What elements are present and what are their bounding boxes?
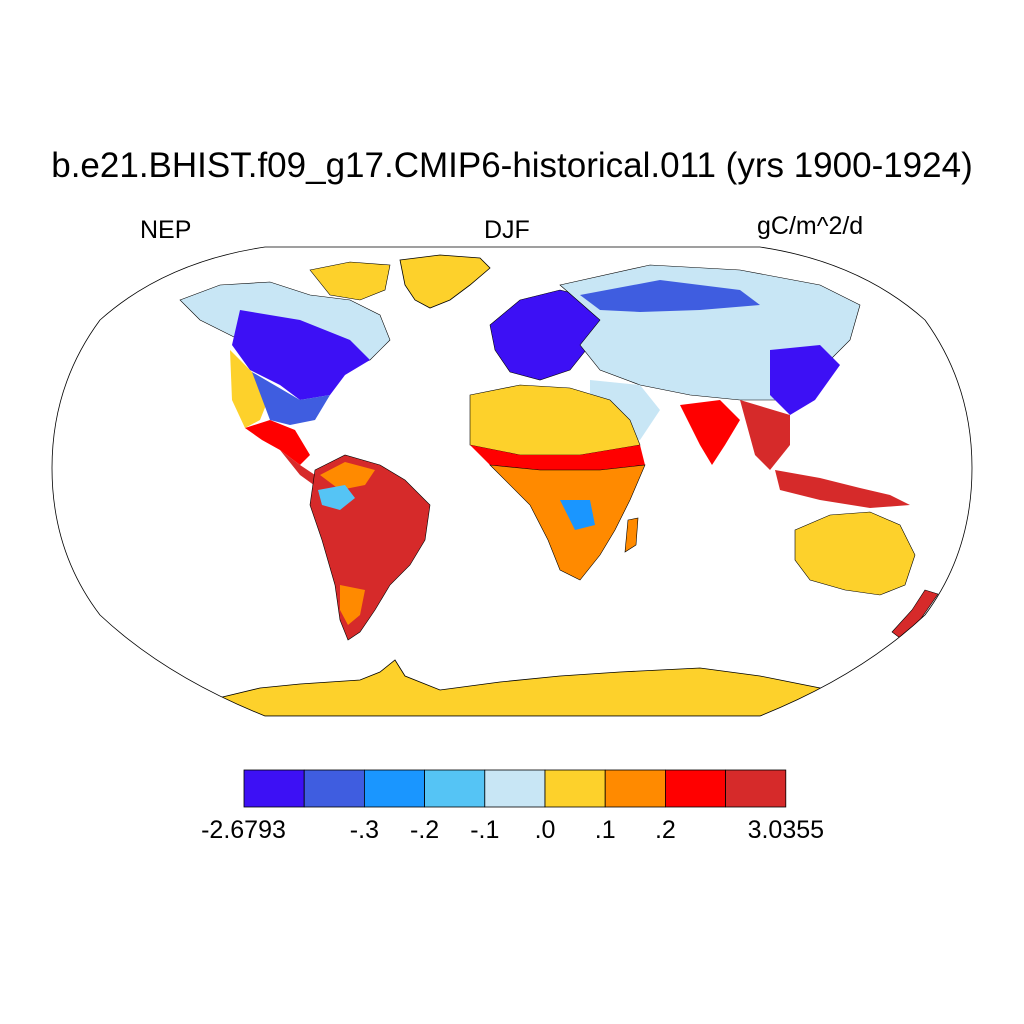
north-america-west bbox=[230, 350, 270, 428]
colorbar-swatch bbox=[725, 769, 787, 808]
globe-outline bbox=[51, 246, 973, 717]
colorbar-label: .0 bbox=[534, 816, 556, 844]
central-africa bbox=[489, 464, 646, 581]
north-america-east bbox=[232, 310, 370, 400]
colorbar-swatch bbox=[544, 769, 606, 808]
colorbar-swatch bbox=[665, 769, 727, 808]
arctic-islands bbox=[309, 261, 391, 301]
colorbar-label: -.2 bbox=[410, 816, 440, 844]
colorbar-swatch bbox=[243, 769, 305, 808]
colorbar-swatch bbox=[604, 769, 666, 808]
mexico bbox=[245, 420, 310, 465]
colorbar-label: 3.0355 bbox=[747, 816, 825, 844]
southeast-asia bbox=[740, 400, 790, 470]
south-america-blue-patch bbox=[318, 485, 355, 510]
colorbar-swatch bbox=[484, 769, 546, 808]
australia bbox=[794, 511, 916, 596]
south-america-north bbox=[320, 462, 375, 490]
variable-label: NEP bbox=[140, 216, 192, 244]
colorbar-label: -.3 bbox=[349, 816, 379, 844]
patagonia bbox=[340, 585, 365, 625]
colorbar-label: .2 bbox=[654, 816, 676, 844]
colorbar-swatch bbox=[363, 769, 425, 808]
central-africa-blue bbox=[560, 500, 595, 530]
colorbar-swatch bbox=[424, 769, 486, 808]
india bbox=[680, 400, 740, 465]
colorbar-label: .1 bbox=[594, 816, 616, 844]
season-label: DJF bbox=[484, 216, 530, 244]
indonesia bbox=[775, 470, 910, 508]
sahel bbox=[470, 445, 645, 470]
colorbar-label: -2.6793 bbox=[201, 816, 286, 844]
madagascar bbox=[624, 517, 639, 553]
colorbar-swatch bbox=[303, 769, 365, 808]
greenland bbox=[399, 254, 491, 309]
siberia-north bbox=[580, 280, 760, 312]
east-asia bbox=[770, 345, 840, 415]
chart-title: b.e21.BHIST.f09_g17.CMIP6-historical.011… bbox=[51, 146, 973, 185]
colorbar-label: -.1 bbox=[470, 816, 500, 844]
north-america-south bbox=[252, 372, 330, 425]
units-label: gC/m^2/d bbox=[757, 212, 864, 240]
